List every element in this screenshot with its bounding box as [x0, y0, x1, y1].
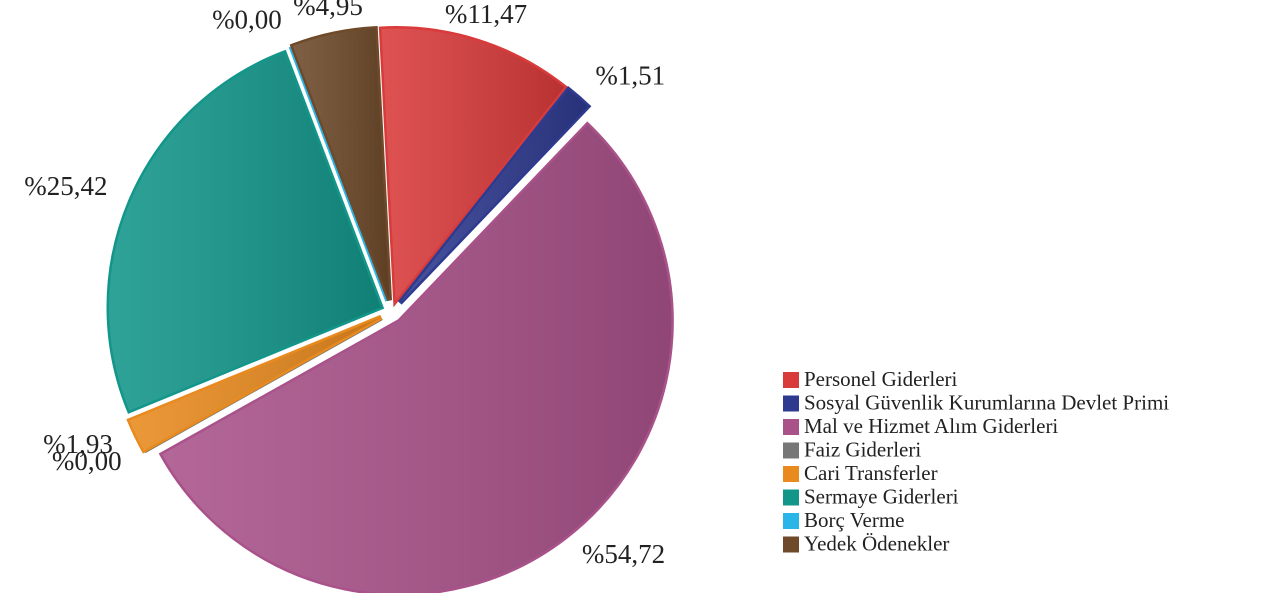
- slice-shade: [129, 317, 382, 451]
- slice-label: %1,51: [595, 60, 665, 90]
- legend-label: Sosyal Güvenlik Kurumlarına Devlet Primi: [804, 390, 1169, 414]
- slice-label: %54,72: [582, 539, 665, 569]
- legend-label: Borç Verme: [804, 508, 905, 532]
- slice-label: %11,47: [445, 0, 527, 29]
- legend-label: Mal ve Hizmet Alım Giderleri: [804, 414, 1058, 438]
- legend-swatch: [783, 419, 799, 435]
- legend-swatch: [783, 489, 799, 506]
- legend-swatch: [783, 466, 799, 482]
- legend-swatch: [783, 395, 799, 412]
- slice-label: %25,42: [24, 171, 107, 201]
- legend-swatch: [783, 513, 799, 529]
- slice-shade: [399, 89, 588, 303]
- legend-swatch: [783, 372, 799, 388]
- legend-label: Personel Giderleri: [804, 367, 958, 391]
- legend-label: Yedek Ödenekler: [804, 531, 949, 555]
- legend-label: Cari Transferler: [804, 461, 938, 485]
- legend-label: Sermaye Giderleri: [804, 484, 959, 508]
- slice-label: %0,00: [212, 4, 282, 34]
- slice-shade: [108, 52, 381, 411]
- slice-label: %0,00: [52, 446, 122, 476]
- slice-shade: [381, 28, 565, 301]
- legend-label: Faiz Giderleri: [804, 437, 921, 461]
- legend-swatch: [783, 442, 799, 459]
- slice-shade: [292, 28, 390, 301]
- slice-shade: [162, 124, 672, 593]
- slice-label: %1,93: [43, 429, 113, 459]
- slice-label: %4,95: [293, 0, 363, 21]
- legend-swatch: [783, 536, 799, 553]
